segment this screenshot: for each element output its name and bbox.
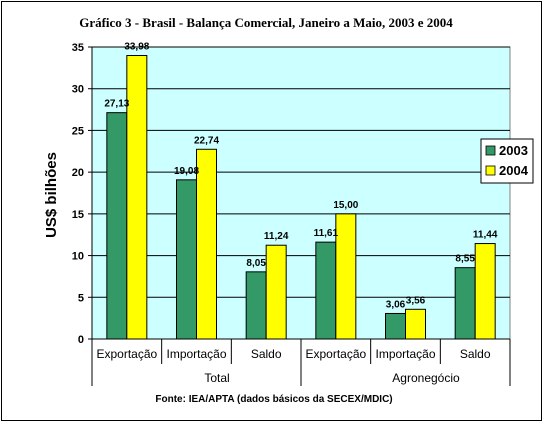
category-label: Exportação bbox=[305, 347, 366, 361]
group-label-total: Total bbox=[204, 371, 229, 385]
data-label: 3,56 bbox=[406, 295, 426, 306]
legend-label-2004: 2004 bbox=[499, 163, 529, 178]
category-label: Exportação bbox=[96, 347, 157, 361]
data-label: 15,00 bbox=[333, 200, 358, 211]
data-label: 11,24 bbox=[264, 231, 289, 242]
y-tick-label: 30 bbox=[72, 84, 84, 96]
category-label: Importação bbox=[375, 347, 435, 361]
data-label: 27,13 bbox=[104, 99, 129, 110]
bar-2003-3 bbox=[315, 241, 337, 340]
data-label: 8,05 bbox=[246, 258, 266, 269]
legend-swatch-2003 bbox=[485, 145, 496, 156]
y-axis-label: US$ bilhões bbox=[43, 152, 60, 238]
legend-swatch-2004 bbox=[485, 165, 496, 176]
data-label: 11,61 bbox=[314, 228, 339, 239]
category-label: Importação bbox=[166, 347, 226, 361]
chart-title: Gráfico 3 - Brasil - Balança Comercial, … bbox=[79, 15, 453, 30]
bar-2003-5 bbox=[454, 267, 476, 340]
data-label: 8,55 bbox=[455, 254, 475, 265]
y-tick-label: 25 bbox=[72, 125, 84, 137]
bar-2004-1 bbox=[196, 148, 217, 340]
y-tick-label: 5 bbox=[78, 292, 84, 304]
data-label: 11,44 bbox=[473, 230, 498, 241]
data-label: 19,08 bbox=[174, 166, 199, 177]
y-tick-label: 20 bbox=[72, 167, 84, 179]
data-label: 22,74 bbox=[194, 135, 219, 146]
bar-2004-4 bbox=[405, 308, 426, 340]
bar-2003-0 bbox=[106, 112, 128, 340]
plot-area bbox=[91, 46, 511, 340]
bar-2003-4 bbox=[385, 312, 406, 340]
data-label: 33,98 bbox=[124, 42, 149, 53]
y-tick-label: 10 bbox=[72, 251, 84, 263]
bar-2004-5 bbox=[474, 243, 496, 340]
legend-label-2003: 2003 bbox=[499, 143, 528, 158]
bar-2004-2 bbox=[265, 244, 287, 340]
category-label: Saldo bbox=[251, 347, 282, 361]
y-tick-label: 0 bbox=[78, 334, 84, 346]
bar-2004-3 bbox=[335, 213, 357, 340]
legend: 2003 2004 bbox=[480, 138, 534, 184]
y-tick-label: 35 bbox=[72, 42, 84, 54]
bar-2003-1 bbox=[176, 179, 197, 340]
y-tick-label: 15 bbox=[72, 209, 84, 221]
bar-2003-2 bbox=[245, 271, 267, 340]
chart-source: Fonte: IEA/APTA (dados básicos da SECEX/… bbox=[155, 394, 392, 405]
data-label: 3,06 bbox=[386, 299, 406, 310]
category-label: Saldo bbox=[460, 347, 491, 361]
bar-2004-0 bbox=[126, 55, 148, 340]
group-label-agronegocio: Agronegócio bbox=[392, 371, 460, 385]
